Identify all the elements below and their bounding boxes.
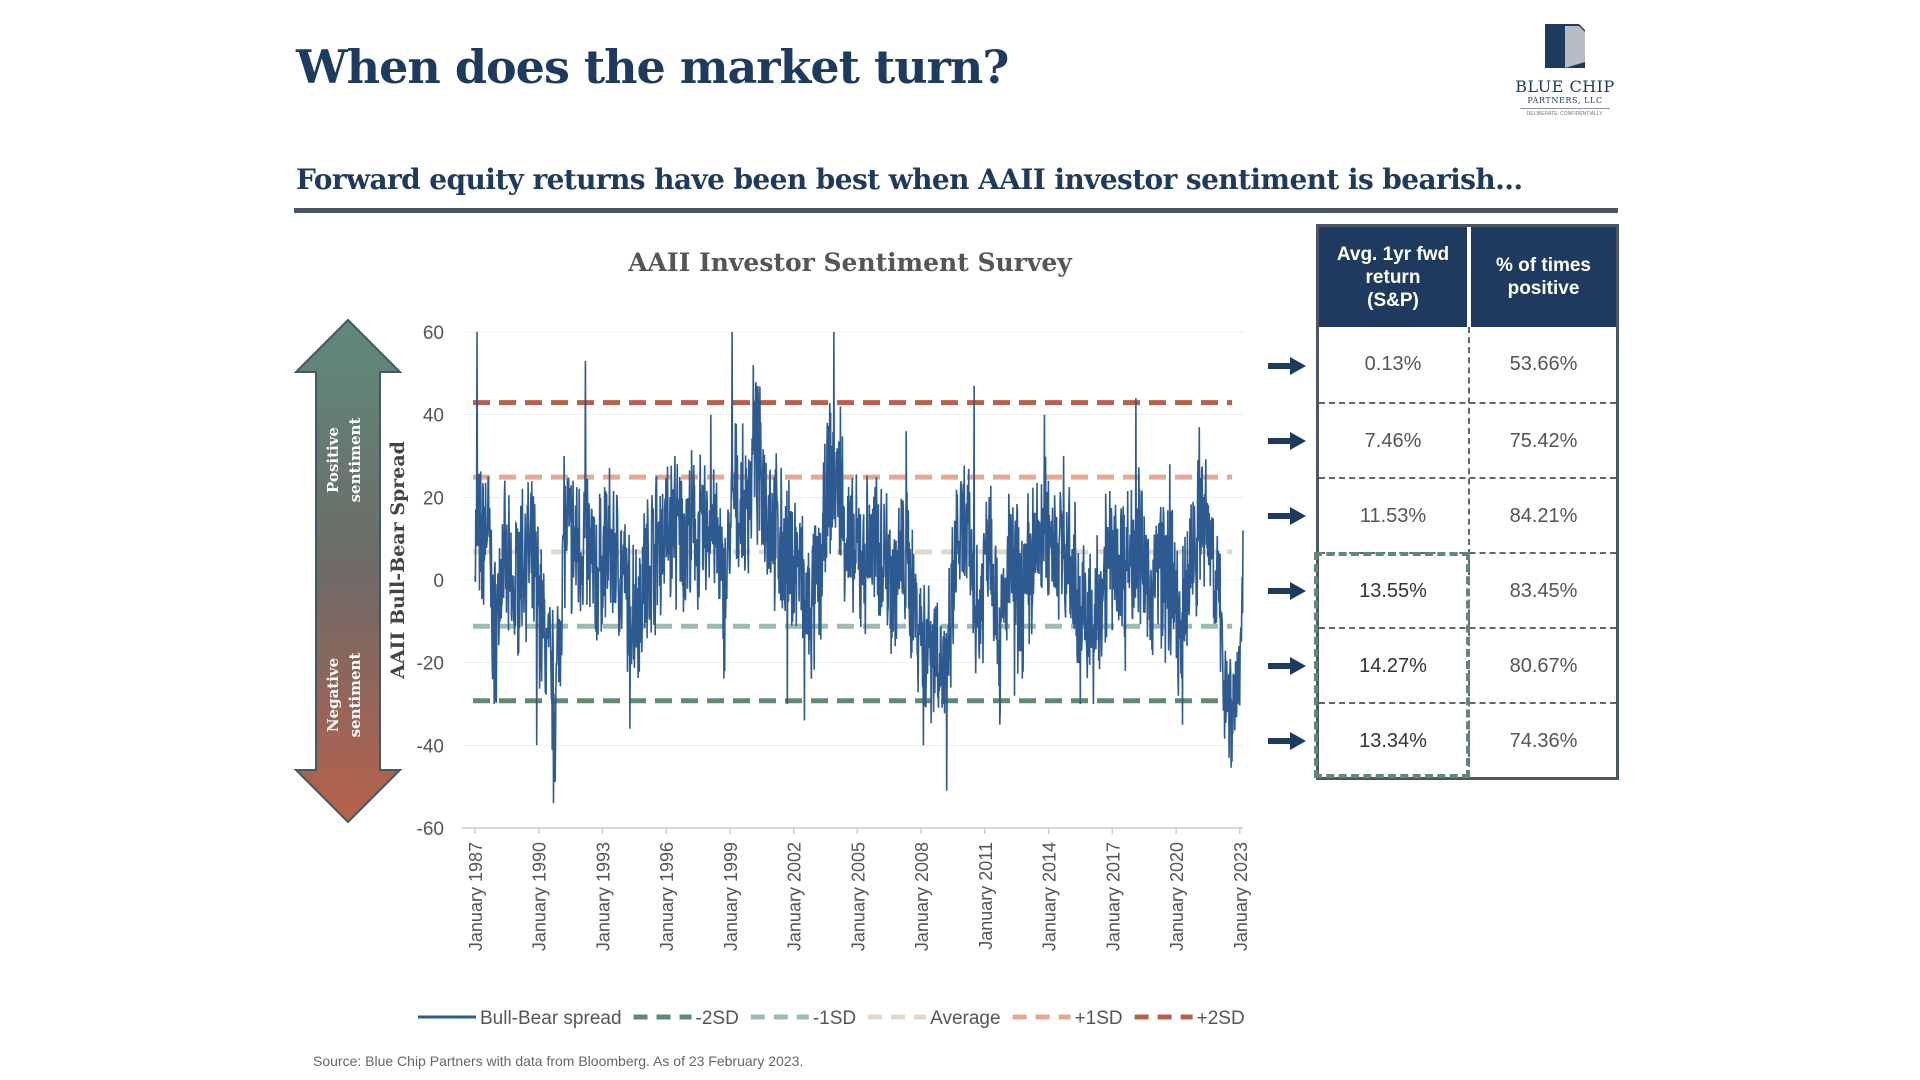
returns-table: Avg. 1yr fwd return (S&P) % of times pos… (1316, 224, 1619, 780)
page-title: When does the market turn? (296, 40, 1009, 94)
y-tick-label: -60 (417, 819, 444, 840)
right-arrow-icon (1268, 657, 1306, 675)
subtitle: Forward equity returns have been best wh… (296, 163, 1523, 196)
y-tick-label: 40 (423, 406, 444, 427)
y-tick-label: 60 (423, 323, 444, 344)
avg-return-cell: 0.13% (1364, 353, 1422, 375)
legend-label: Average (930, 1008, 1000, 1029)
x-tick-label: January 1993 (593, 842, 613, 951)
pct-positive-cell: 74.36% (1509, 730, 1578, 752)
table-row: 13.34% 74.36% (1319, 702, 1616, 779)
legend-label: +2SD (1197, 1008, 1245, 1029)
y-tick-label: 20 (423, 488, 444, 509)
row-arrows (1268, 357, 1306, 750)
right-arrow-icon (1268, 582, 1306, 600)
avg-return-cell: 14.27% (1359, 655, 1427, 677)
avg-return-cell: 13.34% (1359, 730, 1427, 752)
x-tick-label: January 2017 (1103, 842, 1123, 951)
negative-sentiment-label: Negative sentiment (324, 653, 364, 738)
x-tick-label: January 1999 (721, 842, 741, 951)
table-row: 11.53% 84.21% (1319, 477, 1616, 554)
x-tick-label: January 2014 (1040, 842, 1060, 951)
x-tick-label: January 2020 (1167, 842, 1187, 951)
x-tick-label: January 2008 (912, 842, 932, 951)
source-note: Source: Blue Chip Partners with data fro… (313, 1053, 804, 1069)
table-row: 0.13% 53.66% (1319, 327, 1616, 402)
x-tick-label: January 1990 (530, 842, 550, 951)
x-tick-label: January 2011 (976, 842, 996, 950)
table-row: 13.55% 83.45% (1319, 552, 1616, 629)
header-avg-return: Avg. 1yr fwd return (S&P) (1319, 227, 1467, 327)
right-arrow-icon (1268, 507, 1306, 525)
right-arrow-icon (1268, 432, 1306, 450)
y-tick-label: -40 (417, 736, 444, 757)
pct-positive-cell: 83.45% (1509, 580, 1578, 602)
logo-subtitle: PARTNERS, LLC (1527, 96, 1603, 105)
title-rule (294, 208, 1618, 213)
pct-positive-cell: 80.67% (1509, 655, 1578, 677)
pct-positive-cell: 84.21% (1509, 505, 1578, 527)
logo-tagline: DELIBERATE. CONFIDENTIALLY. (1520, 108, 1610, 117)
x-tick-label: January 2023 (1231, 842, 1251, 951)
legend: Bull-Bear spread -2SD -1SD Average +1SD +2SD (418, 1008, 1245, 1029)
reference-lines (473, 400, 1232, 704)
logo-name: BLUE CHIP (1515, 77, 1615, 96)
x-axis: January 1987 January 1990 January 1993 Janu… (462, 827, 1251, 951)
bull-bear-spread-line (474, 331, 1244, 804)
pct-positive-cell: 75.42% (1509, 430, 1578, 452)
y-axis-label: AAII Bull-Bear Spread (387, 441, 409, 680)
legend-label: -2SD (696, 1008, 739, 1029)
x-tick-label: January 1996 (657, 842, 677, 951)
sentiment-arrow: Positive sentiment Negative sentiment (293, 318, 403, 824)
x-tick-label: January 1987 (466, 842, 486, 951)
y-tick-label: 0 (433, 571, 444, 592)
avg-return-cell: 7.46% (1364, 430, 1422, 452)
table-row: 14.27% 80.67% (1319, 627, 1616, 704)
grid (465, 331, 1243, 746)
avg-return-cell: 13.55% (1359, 580, 1427, 602)
table-row: 7.46% 75.42% (1319, 402, 1616, 479)
y-axis-ticks: -60 -40 -20 0 20 40 60 (417, 323, 444, 840)
right-arrow-icon (1268, 357, 1306, 375)
legend-label: +1SD (1075, 1008, 1123, 1029)
company-logo: BLUE CHIP PARTNERS, LLC DELIBERATE. CONF… (1510, 22, 1620, 122)
cube-logo-icon (1545, 24, 1585, 68)
x-tick-label: January 2002 (785, 842, 805, 951)
legend-label: -1SD (813, 1008, 856, 1029)
header-pct-positive: % of times positive (1471, 227, 1616, 327)
legend-label: Bull-Bear spread (480, 1008, 622, 1029)
chart-title: AAII Investor Sentiment Survey (628, 248, 1072, 277)
positive-sentiment-label: Positive sentiment (324, 418, 364, 503)
avg-return-cell: 11.53% (1359, 505, 1427, 527)
x-tick-label: January 2005 (848, 842, 868, 951)
right-arrow-icon (1268, 732, 1306, 750)
pct-positive-cell: 53.66% (1509, 353, 1578, 375)
y-tick-label: -20 (417, 654, 444, 675)
